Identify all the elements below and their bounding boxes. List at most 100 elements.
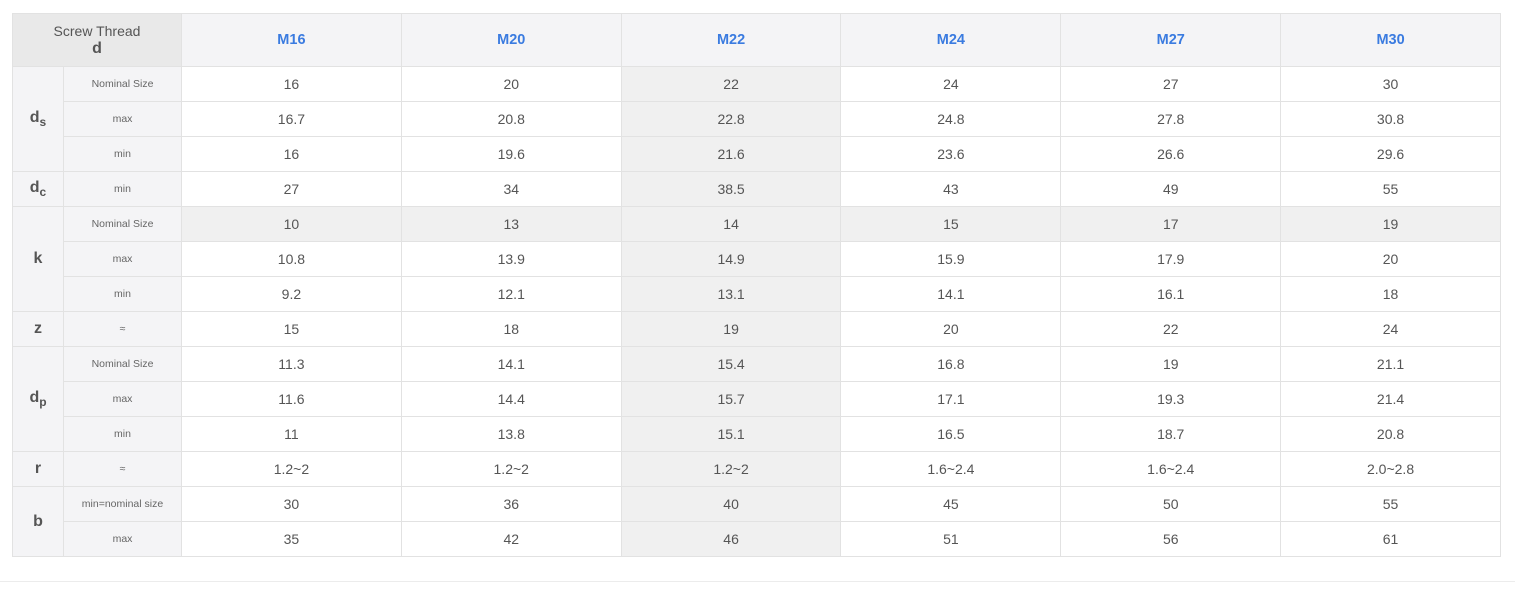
table-row: r ≈1.2~2 1.2~2 1.2~2 1.6~2.4 1.6~2.4 2.0~2.8 xyxy=(12,451,1501,487)
row-label: min xyxy=(63,171,182,207)
table-row: max 16.7 20.8 22.8 24.8 27.8 30.8 xyxy=(13,101,1501,137)
row-label: ≈ xyxy=(63,451,182,487)
row-label: min xyxy=(63,276,182,312)
footer-divider xyxy=(0,581,1515,582)
value-cell: 15 xyxy=(840,206,1062,242)
table-wrapper: Screw Thread d M16 M20 M22 M24 M27 M30 d… xyxy=(12,13,1501,557)
thread-dimension-table: Screw Thread d M16 M20 M22 M24 M27 M30 d… xyxy=(12,13,1501,557)
row-label: min xyxy=(63,416,182,452)
value-cell: 30 xyxy=(1280,66,1501,102)
value-cell: 16.8 xyxy=(840,346,1062,382)
table-row: min 9.2 12.1 13.1 14.1 16.1 18 xyxy=(13,276,1501,312)
value-cell: 29.6 xyxy=(1280,136,1501,172)
value-cell: 1.6~2.4 xyxy=(840,451,1062,487)
parameter-symbol: ds xyxy=(12,66,64,172)
table-row: dp Nominal Size 11.3 14.1 15.4 16.8 19 21.1 xyxy=(12,346,1501,452)
value-cell: 20 xyxy=(1280,241,1501,277)
value-cell: 51 xyxy=(840,521,1062,557)
value-cell: 18 xyxy=(400,311,622,347)
value-cell: 17.1 xyxy=(840,381,1062,417)
size-header: M16 xyxy=(181,13,402,67)
value-cell: 19.3 xyxy=(1060,381,1282,417)
parameter-symbol: z xyxy=(12,311,64,347)
value-cell: 11 xyxy=(181,416,402,452)
size-header: M20 xyxy=(400,13,622,67)
value-cell: 14.1 xyxy=(400,346,622,382)
row-label: max xyxy=(63,101,182,137)
value-cell: 20 xyxy=(400,66,622,102)
value-cell: 10.8 xyxy=(181,241,402,277)
row-label: min xyxy=(63,136,182,172)
row-label: ≈ xyxy=(63,311,182,347)
value-cell: 55 xyxy=(1280,171,1501,207)
value-cell: 19 xyxy=(1060,346,1282,382)
table-body: ds Nominal Size 16 20 22 24 27 30 max 16.7 20.8 22.… xyxy=(12,66,1501,557)
value-cell: 61 xyxy=(1280,521,1501,557)
value-cell: 56 xyxy=(1060,521,1282,557)
symbol-base: b xyxy=(33,512,43,530)
value-cell: 35 xyxy=(181,521,402,557)
value-cell: 13.9 xyxy=(400,241,622,277)
value-cell: 50 xyxy=(1060,486,1282,522)
value-cell: 16.1 xyxy=(1060,276,1282,312)
value-cell: 14.1 xyxy=(840,276,1062,312)
value-cell: 15.9 xyxy=(840,241,1062,277)
value-cell: 14.4 xyxy=(400,381,622,417)
value-cell: 24 xyxy=(840,66,1062,102)
row-label: Nominal Size xyxy=(63,206,182,242)
value-cell: 27 xyxy=(181,171,402,207)
corner-symbol: d xyxy=(92,40,102,57)
size-header: M27 xyxy=(1060,13,1282,67)
value-cell: 17 xyxy=(1060,206,1282,242)
value-cell: 18.7 xyxy=(1060,416,1282,452)
symbol-subscript: c xyxy=(39,185,47,200)
value-cell: 21.4 xyxy=(1280,381,1501,417)
parameter-symbol: dc xyxy=(12,171,64,207)
value-cell: 24 xyxy=(1280,311,1501,347)
value-cell: 27 xyxy=(1060,66,1282,102)
row-label: max xyxy=(63,381,182,417)
table-row: min 16 19.6 21.6 23.6 26.6 29.6 xyxy=(13,136,1501,172)
table-row: b min=nominal size 30 36 40 45 50 55 xyxy=(12,486,1501,557)
value-cell: 24.8 xyxy=(840,101,1062,137)
symbol-base: z xyxy=(34,320,42,337)
table-row: ds Nominal Size 16 20 22 24 27 30 xyxy=(12,66,1501,172)
value-cell: 23.6 xyxy=(840,136,1062,172)
value-cell: 45 xyxy=(840,486,1062,522)
value-cell: 1.2~2 xyxy=(400,451,622,487)
parameter-symbol: k xyxy=(12,206,64,312)
value-cell: 18 xyxy=(1280,276,1501,312)
size-header: M24 xyxy=(840,13,1062,67)
table-row: z ≈15 18 19 20 22 24 xyxy=(12,311,1501,347)
header-row: Screw Thread d M16 M20 M22 M24 M27 M30 xyxy=(12,13,1501,67)
value-cell: 38.5 xyxy=(620,171,842,207)
value-cell: 19 xyxy=(1280,206,1501,242)
value-cell: 19.6 xyxy=(400,136,622,172)
value-cell: 19 xyxy=(620,311,842,347)
value-cell: 14.9 xyxy=(620,241,842,277)
table-row: max 10.8 13.9 14.9 15.9 17.9 20 xyxy=(13,241,1501,277)
value-cell: 13 xyxy=(400,206,622,242)
value-cell: 22.8 xyxy=(620,101,842,137)
value-cell: 1.2~2 xyxy=(181,451,402,487)
row-label: Nominal Size xyxy=(63,346,182,382)
symbol-base: k xyxy=(33,250,43,267)
row-label: Nominal Size xyxy=(63,66,182,102)
value-cell: 20 xyxy=(840,311,1062,347)
size-header: M22 xyxy=(620,13,842,67)
value-cell: 15.1 xyxy=(620,416,842,452)
value-cell: 15.4 xyxy=(620,346,842,382)
table-row: k Nominal Size 10 13 14 15 17 19 xyxy=(12,206,1501,312)
value-cell: 16.5 xyxy=(840,416,1062,452)
value-cell: 9.2 xyxy=(181,276,402,312)
symbol-base: d xyxy=(29,108,40,126)
value-cell: 43 xyxy=(840,171,1062,207)
size-header: M30 xyxy=(1280,13,1501,67)
value-cell: 42 xyxy=(400,521,622,557)
value-cell: 15.7 xyxy=(620,381,842,417)
value-cell: 40 xyxy=(620,486,842,522)
value-cell: 30.8 xyxy=(1280,101,1501,137)
value-cell: 46 xyxy=(620,521,842,557)
corner-header: Screw Thread d xyxy=(12,13,182,67)
row-label: min=nominal size xyxy=(63,486,182,522)
